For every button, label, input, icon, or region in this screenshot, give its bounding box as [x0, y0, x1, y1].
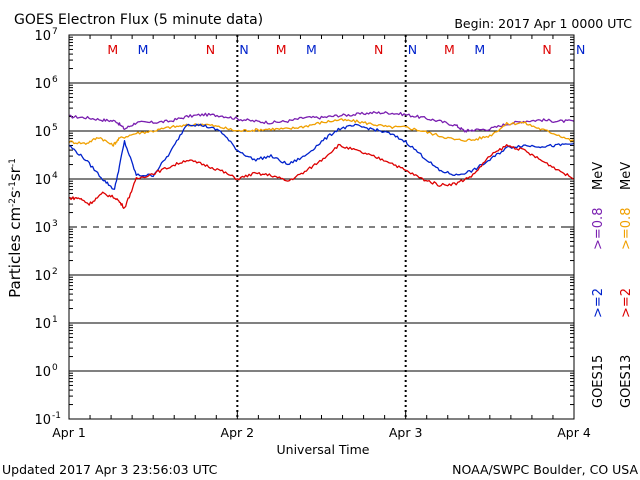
- x-tick-label: Apr 1: [52, 425, 86, 440]
- y-tick-exponent: 4: [52, 171, 58, 181]
- y-tick-label: 10: [34, 125, 51, 140]
- marker-label: N: [576, 42, 585, 57]
- marker-label: N: [206, 42, 215, 57]
- updated-time: Updated 2017 Apr 3 23:56:03 UTC: [2, 462, 218, 477]
- legend-goes15-label: GOES15: [591, 355, 606, 408]
- legend-goes13-gt08: >=0.8: [619, 208, 634, 250]
- y-tick-exponent: 6: [52, 75, 58, 85]
- marker-label: M: [107, 42, 118, 57]
- plot-frame: [68, 34, 575, 420]
- marker-label: M: [474, 42, 485, 57]
- y-tick-exponent: 2: [52, 267, 58, 277]
- x-tick-label: Apr 3: [389, 425, 423, 440]
- legend-unit-2: MeV: [619, 162, 634, 190]
- marker-label: M: [276, 42, 287, 57]
- x-tick-label: Apr 4: [557, 425, 591, 440]
- y-tick-exponent: 5: [52, 123, 58, 133]
- y-tick-label: 10: [34, 413, 51, 428]
- series-line: [69, 111, 575, 133]
- series-line: [68, 123, 575, 190]
- series-line: [68, 143, 575, 209]
- y-tick-label: 10: [34, 173, 51, 188]
- y-tick-exponent: 7: [52, 27, 58, 37]
- x-tick-label: Apr 2: [221, 425, 255, 440]
- series-line: [68, 118, 575, 147]
- marker-label: M: [138, 42, 149, 57]
- legend: GOES15 >=2 >=0.8 MeV GOES13 >=2 >=0.8 Me…: [591, 162, 634, 408]
- gridlines: [69, 82, 574, 372]
- y-label-sup1: -2: [8, 198, 18, 207]
- series-lines: [68, 111, 575, 209]
- y-label-main: Particles cm: [6, 207, 24, 298]
- x-tick-labels: Apr 1 Apr 2 Apr 3 Apr 4: [52, 425, 591, 440]
- y-tick-base: 10: [34, 77, 51, 92]
- y-tick-label: 10: [34, 77, 51, 92]
- y-tick-base: 10: [34, 413, 51, 428]
- y-tick-exponent: 0: [52, 363, 58, 373]
- y-tick-base: 10: [34, 317, 51, 332]
- marker-label: N: [374, 42, 383, 57]
- legend-goes15-gt08: >=0.8: [591, 208, 606, 250]
- x-axis-label: Universal Time: [277, 442, 370, 457]
- y-tick-base: 10: [34, 269, 51, 284]
- y-label-s: s: [6, 190, 24, 198]
- legend-unit-1: MeV: [591, 162, 606, 190]
- y-label-sup3: -1: [8, 158, 18, 167]
- y-tick-label: 10: [34, 269, 51, 284]
- y-tick-base: 10: [34, 29, 51, 44]
- marker-label: M: [306, 42, 317, 57]
- y-tick-exponent: 1: [52, 315, 58, 325]
- marker-label: M: [444, 42, 455, 57]
- y-tick-label: 10: [34, 365, 51, 380]
- chart-title: GOES Electron Flux (5 minute data): [14, 12, 263, 28]
- y-label-sr: sr: [6, 166, 24, 181]
- marker-label: N: [542, 42, 551, 57]
- begin-time: Begin: 2017 Apr 1 0000 UTC: [454, 16, 632, 31]
- y-tick-label: 10: [34, 221, 51, 236]
- y-tick-exponent: -1: [52, 411, 61, 421]
- day-dividers: [236, 35, 407, 419]
- legend-goes15-gt2: >=2: [591, 288, 606, 318]
- y-tick-base: 10: [34, 125, 51, 140]
- y-tick-base: 10: [34, 173, 51, 188]
- legend-goes13-label: GOES13: [619, 355, 634, 408]
- marker-label: N: [239, 42, 248, 57]
- y-tick-label: 10: [34, 29, 51, 44]
- y-label-sup2: -1: [8, 181, 18, 190]
- y-tick-base: 10: [34, 365, 51, 380]
- y-axis-label: Particles cm-2s-1sr-1: [6, 158, 24, 298]
- y-tick-exponent: 3: [52, 219, 58, 229]
- marker-label: N: [408, 42, 417, 57]
- credit: NOAA/SWPC Boulder, CO USA: [452, 462, 638, 477]
- y-tick-label: 10: [34, 317, 51, 332]
- legend-goes13-gt2: >=2: [619, 288, 634, 318]
- y-tick-base: 10: [34, 221, 51, 236]
